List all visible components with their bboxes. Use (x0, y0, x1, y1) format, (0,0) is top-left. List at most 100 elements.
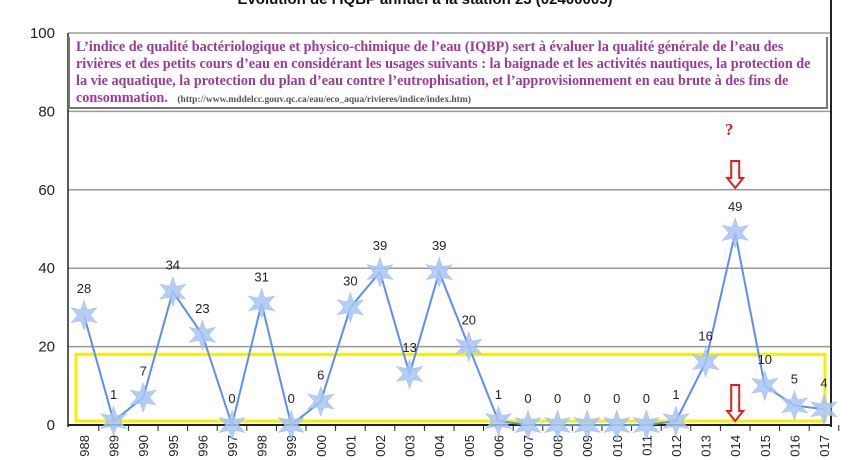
x-tick-label: 013 (699, 435, 714, 457)
x-tick-label: 001 (343, 435, 358, 457)
x-tick-label: 003 (403, 435, 418, 457)
x-tick-label: 006 (491, 435, 506, 457)
snowflake-core (254, 296, 269, 311)
snowflake-marker (780, 389, 809, 422)
snowflake-marker (721, 217, 749, 249)
data-label: 30 (343, 273, 357, 288)
x-tick-label: 010 (610, 435, 625, 457)
snowflake-core (727, 225, 743, 241)
data-label: 7 (140, 364, 147, 379)
snowflake-core (76, 307, 92, 323)
series-line (83, 232, 825, 429)
data-label: 13 (402, 340, 416, 355)
snowflake-marker (70, 299, 98, 332)
snowflake-core (698, 355, 713, 370)
data-label: 1 (110, 387, 117, 402)
snowflake-core (520, 417, 536, 433)
snowflake-marker (751, 370, 779, 402)
snowflake-core (343, 300, 358, 315)
y-tick-label: 20 (38, 339, 55, 356)
x-tick-label: 007 (521, 435, 536, 457)
snowflake-core (195, 327, 210, 343)
x-tick-label: 016 (787, 435, 802, 457)
data-label: 4 (820, 375, 827, 390)
snowflake-marker (484, 405, 513, 437)
data-label: 34 (166, 258, 180, 273)
x-tick-label: 995 (166, 435, 181, 457)
x-tick-label: 999 (284, 435, 299, 457)
snowflake-marker (395, 358, 424, 390)
snowflake-core (550, 417, 565, 433)
annotation-text: L’indice de qualité bactériologique et p… (76, 39, 811, 106)
data-label: 20 (462, 313, 476, 328)
snowflake-marker (573, 409, 601, 441)
x-tick-label: 017 (817, 435, 832, 457)
snowflake-core (283, 417, 299, 433)
snowflake-core (402, 366, 417, 382)
snowflake-core (816, 402, 832, 417)
data-label: 0 (613, 391, 620, 406)
x-tick-label: 988 (77, 435, 92, 457)
x-tick-label: 989 (107, 435, 122, 457)
data-label: 1 (672, 387, 679, 402)
data-label: 5 (791, 371, 798, 386)
data-label: 1 (495, 387, 502, 402)
snowflake-marker (159, 275, 187, 308)
snowflake-marker (425, 256, 453, 288)
y-tick-label: 60 (38, 182, 55, 199)
data-label: 28 (77, 281, 91, 296)
snowflake-marker (247, 287, 276, 320)
data-label: 0 (288, 391, 295, 406)
data-label: 49 (728, 199, 742, 214)
x-tick-label: 996 (195, 435, 210, 457)
snowflake-core (579, 417, 595, 433)
x-tick-label: 997 (225, 435, 240, 457)
snowflake-core (787, 398, 802, 413)
data-label: 0 (554, 391, 561, 406)
snowflake-core (431, 264, 447, 280)
data-label: 6 (317, 367, 324, 382)
y-tick-label: 0 (47, 417, 55, 434)
x-tick-label: 004 (432, 435, 447, 457)
snowflake-marker (218, 409, 246, 441)
data-label: 0 (643, 391, 650, 406)
x-tick-label: 012 (669, 435, 684, 457)
snowflake-core (609, 417, 625, 433)
snowflake-marker (129, 381, 157, 414)
annotation-box: L’indice de qualité bactériologique et p… (68, 37, 828, 109)
snowflake-core (313, 394, 329, 409)
x-tick-label: 008 (551, 435, 566, 457)
snowflake-core (224, 417, 240, 433)
snowflake-marker (188, 319, 217, 351)
snowflake-core (461, 339, 477, 354)
x-tick-label: 000 (314, 435, 329, 457)
snowflake-marker (514, 409, 542, 441)
annotation-source: (http://www.mddelcc.gouv.qc.ca/eau/eco_a… (177, 95, 471, 105)
snowflake-core (491, 413, 506, 429)
data-label: 39 (373, 238, 387, 253)
data-label: 39 (432, 238, 446, 253)
chart-title: Évolution de l'IQBP annuel à la station … (0, 0, 850, 8)
data-label: 23 (195, 301, 209, 316)
x-tick-label: 998 (255, 435, 270, 457)
snowflake-core (757, 378, 773, 394)
snowflake-core (135, 390, 151, 405)
snowflake-marker (603, 409, 631, 441)
x-tick-label: 011 (639, 435, 654, 456)
x-tick-label: 005 (462, 435, 477, 457)
snowflake-marker (543, 409, 572, 441)
x-tick-label: 009 (580, 435, 595, 457)
snowflake-core (668, 413, 684, 429)
snowflake-marker (662, 405, 690, 437)
data-label: 0 (524, 391, 531, 406)
snowflake-marker (455, 330, 483, 363)
snowflake-core (165, 284, 181, 299)
snowflake-marker (810, 393, 838, 426)
data-label: 16 (698, 328, 712, 343)
data-label: 31 (254, 269, 268, 284)
snowflake-marker (307, 385, 335, 418)
snowflake-marker (99, 405, 128, 437)
highlight-box (74, 352, 827, 423)
